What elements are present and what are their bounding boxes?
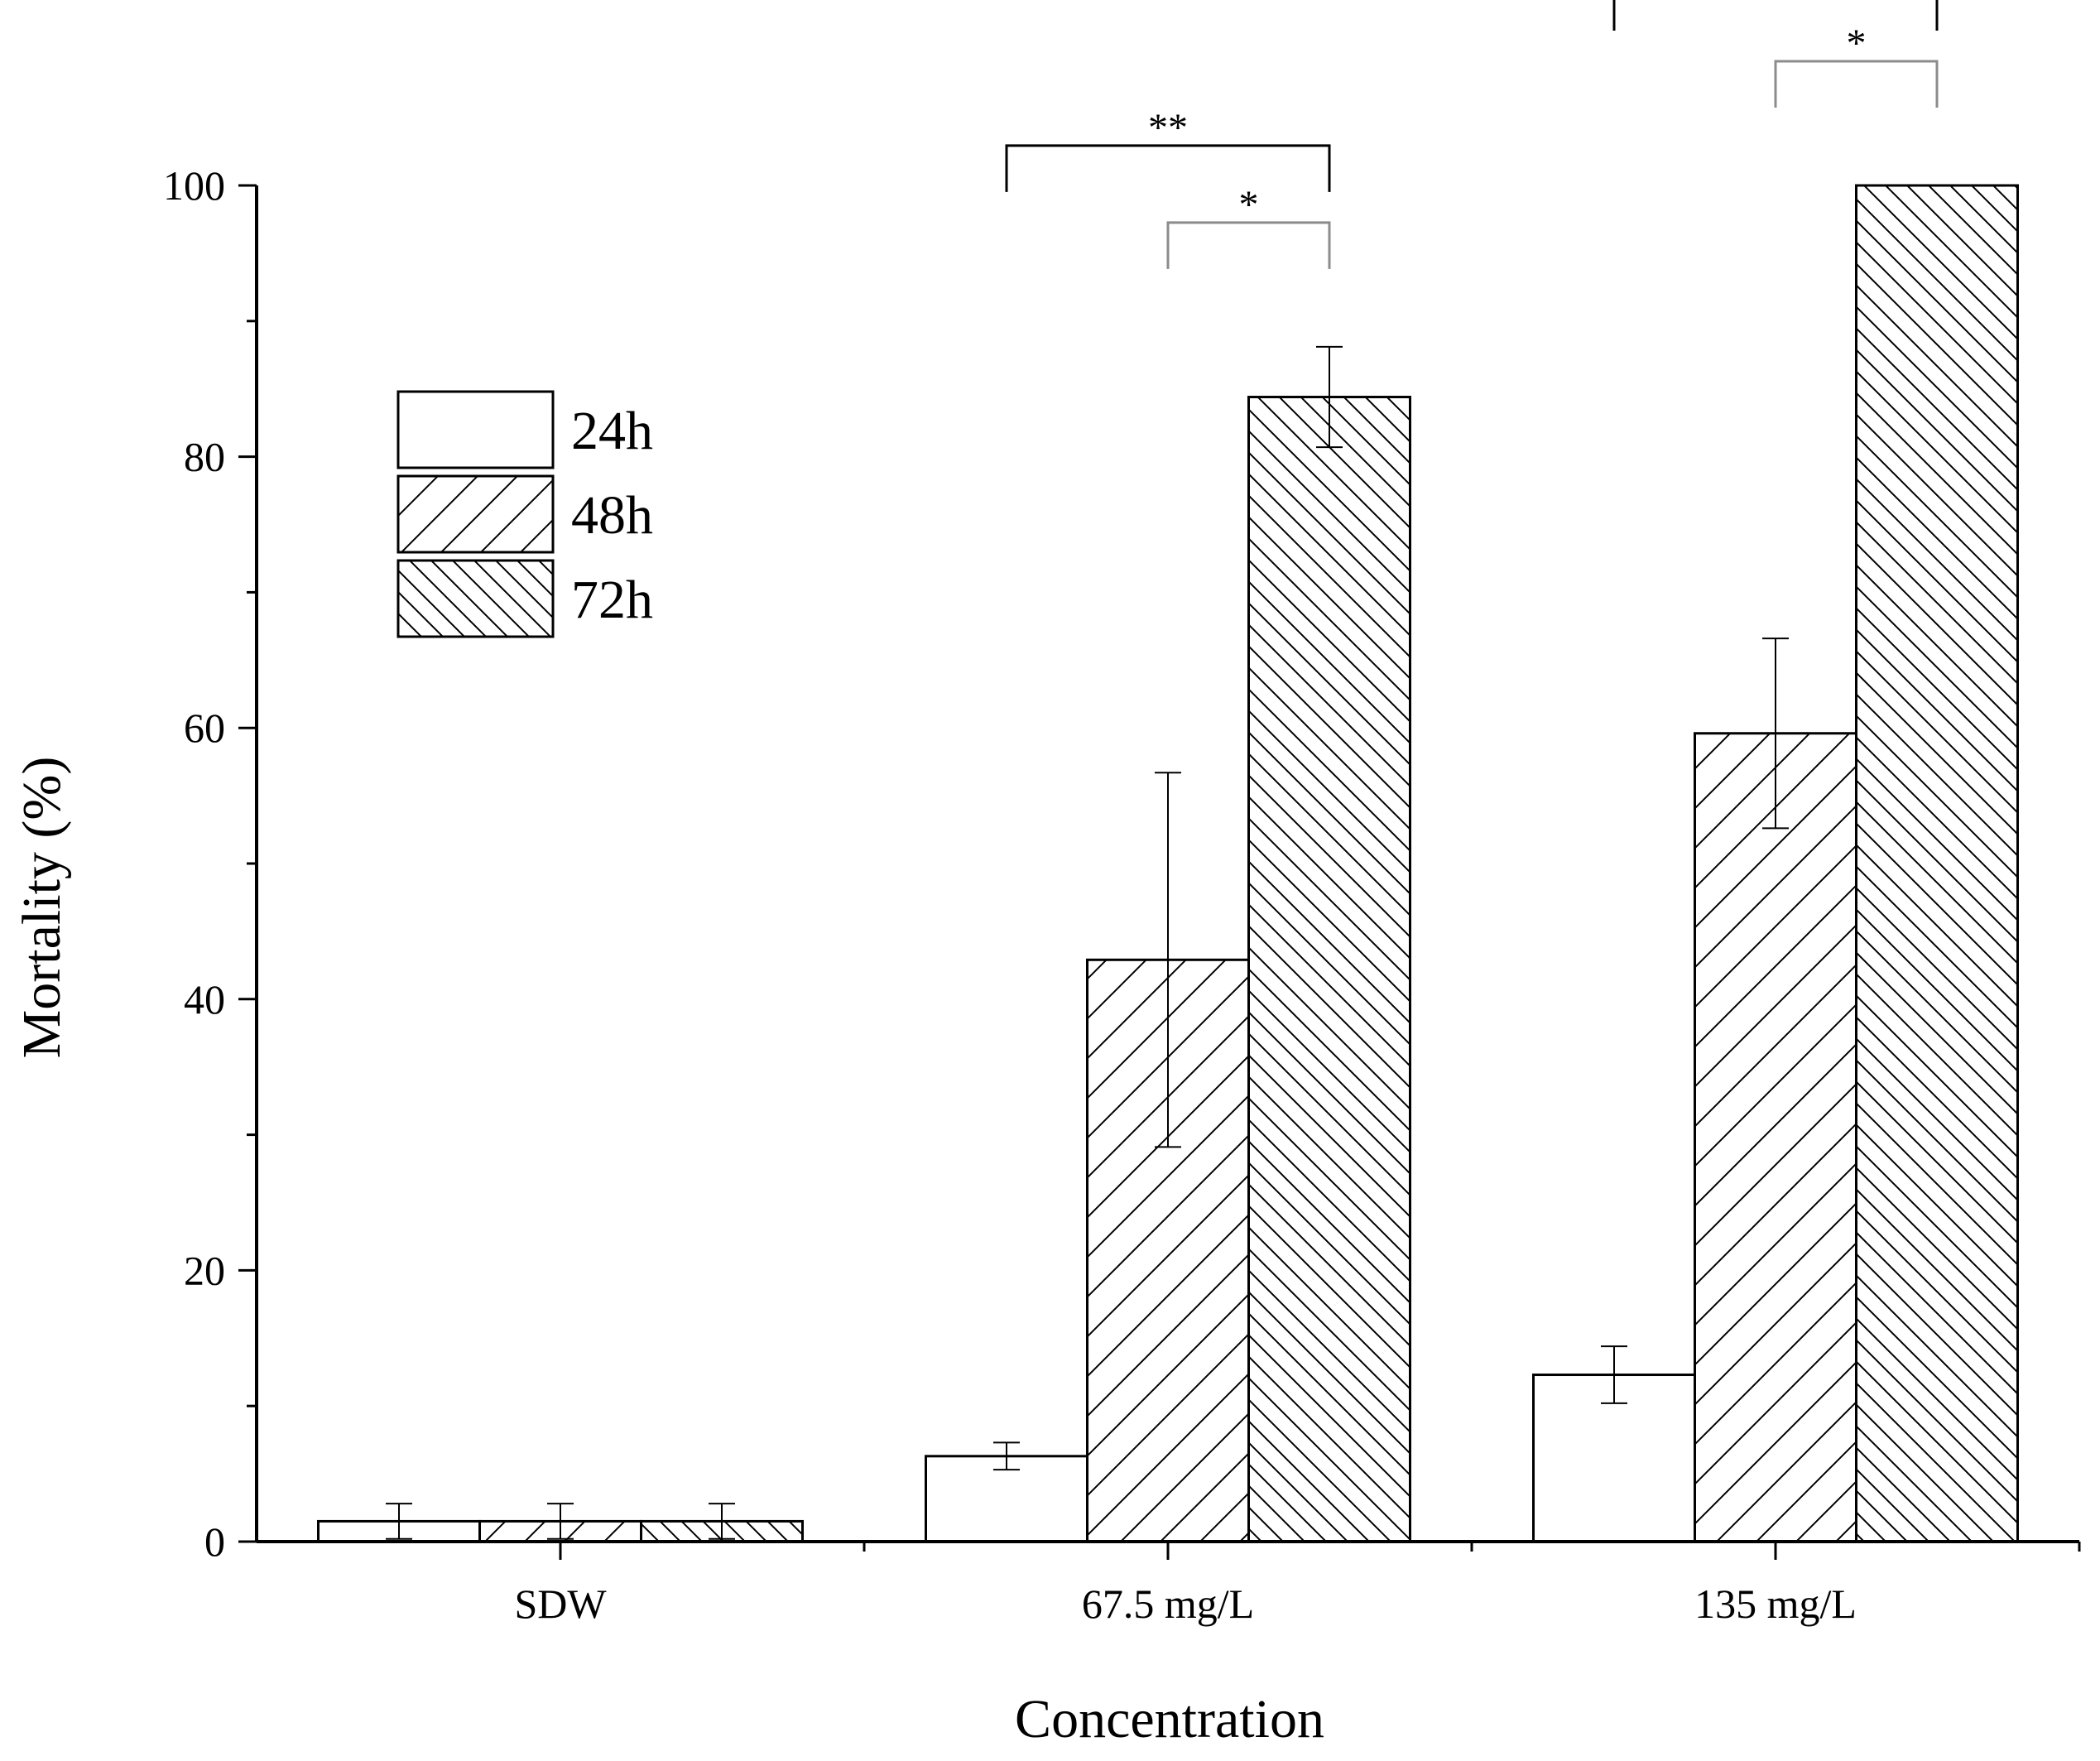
significance-bracket-line	[1774, 60, 1939, 108]
y-tick-label: 60	[184, 705, 225, 751]
x-tick-label: 135 mg/L	[1694, 1581, 1857, 1627]
bars	[317, 184, 2019, 1543]
bar-72h-3	[1855, 184, 2019, 1543]
y-tick-label: 40	[184, 976, 225, 1022]
legend-swatch	[396, 390, 555, 469]
error-bar-24h-2	[993, 1441, 1020, 1471]
legend-label: 24h	[571, 401, 653, 461]
significance-label: **	[1148, 106, 1188, 150]
y-tick-label: 100	[163, 162, 225, 209]
x-tick-label: 67.5 mg/L	[1082, 1581, 1254, 1627]
x-tick-label: SDW	[514, 1581, 607, 1627]
error-bar-72h-1	[709, 1503, 735, 1540]
significance-label: *	[1239, 183, 1259, 227]
bar-72h-2	[1247, 396, 1411, 1543]
legend-label: 48h	[571, 485, 653, 546]
significance-bracket: **	[1612, 0, 1939, 31]
axes: 0 20 40 60 80 100 SDW 67.5 mg/L 135 mg/L	[163, 162, 2081, 1627]
error-bar-72h-2	[1316, 345, 1343, 449]
error-bar-48h-2	[1155, 772, 1181, 1148]
legend-item-24h: 24h	[396, 390, 653, 469]
error-bar-48h-1	[547, 1503, 574, 1540]
significance-bracket-line	[1612, 0, 1939, 31]
significance-label: *	[1847, 22, 1867, 65]
x-axis-title: Concentration	[1015, 1689, 1324, 1749]
legend-swatch	[396, 474, 555, 554]
significance-bracket: *	[1166, 183, 1331, 269]
y-tick-label: 80	[184, 434, 225, 480]
y-tick-label: 20	[184, 1247, 225, 1293]
legend-label: 72h	[571, 570, 653, 630]
error-bar-48h-3	[1762, 638, 1789, 830]
y-axis-title: Mortality (%)	[12, 757, 72, 1059]
significance-bracket: **	[1005, 106, 1331, 192]
legend-swatch	[396, 559, 555, 638]
legend-item-72h: 72h	[396, 559, 653, 638]
significance-bracket-line	[1005, 144, 1331, 192]
significance-annotations: ******	[1005, 0, 1939, 269]
significance-bracket: *	[1774, 22, 1939, 108]
bar-48h-3	[1694, 732, 1857, 1543]
legend-item-48h: 48h	[396, 474, 653, 554]
y-tick-label: 0	[204, 1518, 225, 1565]
error-bar-24h-1	[386, 1503, 412, 1540]
legend: 24h 48h 72h	[396, 390, 653, 638]
significance-bracket-line	[1166, 221, 1331, 269]
error-bar-24h-3	[1601, 1345, 1627, 1404]
